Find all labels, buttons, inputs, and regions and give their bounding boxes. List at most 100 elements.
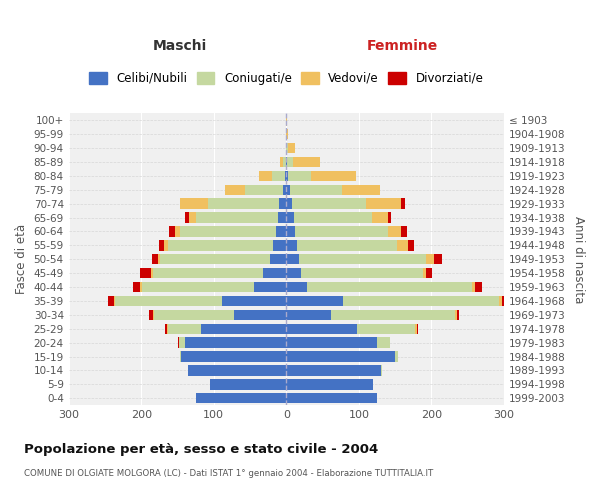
Bar [457, 310, 459, 320]
Bar [475, 282, 482, 292]
Bar [422, 268, 427, 278]
Y-axis label: Anni di nascita: Anni di nascita [572, 216, 585, 303]
Bar [271, 254, 286, 264]
Bar [372, 212, 388, 223]
Bar [286, 352, 395, 362]
Bar [113, 296, 115, 306]
Bar [167, 324, 168, 334]
Text: Popolazione per età, sesso e stato civile - 2004: Popolazione per età, sesso e stato civil… [24, 442, 378, 456]
Bar [208, 198, 279, 209]
Bar [154, 310, 234, 320]
Bar [472, 282, 475, 292]
Bar [286, 115, 287, 126]
Bar [210, 379, 286, 390]
Bar [286, 157, 287, 167]
Bar [427, 254, 434, 264]
Bar [178, 338, 179, 348]
Bar [502, 296, 508, 306]
Bar [455, 310, 457, 320]
Bar [245, 184, 283, 195]
Bar [280, 157, 283, 167]
Bar [286, 184, 290, 195]
Bar [388, 212, 391, 223]
Bar [286, 268, 301, 278]
Legend: Celibi/Nubili, Coniugati/e, Vedovi/e, Divorziati/e: Celibi/Nubili, Coniugati/e, Vedovi/e, Di… [85, 67, 488, 90]
Bar [168, 324, 201, 334]
Bar [115, 296, 223, 306]
Bar [168, 240, 273, 250]
Bar [234, 310, 286, 320]
Bar [158, 240, 164, 250]
Bar [286, 212, 293, 223]
Bar [499, 296, 502, 306]
Bar [169, 226, 175, 236]
Bar [307, 282, 472, 292]
Bar [297, 240, 397, 250]
Bar [286, 393, 377, 404]
Bar [223, 296, 286, 306]
Bar [224, 184, 245, 195]
Bar [196, 212, 278, 223]
Bar [142, 282, 254, 292]
Bar [188, 365, 286, 376]
Bar [286, 170, 288, 181]
Bar [181, 226, 276, 236]
Bar [295, 226, 388, 236]
Bar [140, 268, 151, 278]
Bar [415, 324, 417, 334]
Bar [153, 268, 263, 278]
Bar [287, 157, 293, 167]
Bar [427, 268, 432, 278]
Bar [151, 268, 153, 278]
Bar [293, 212, 372, 223]
Bar [286, 143, 288, 154]
Bar [196, 393, 286, 404]
Bar [286, 379, 373, 390]
Bar [311, 170, 356, 181]
Bar [286, 226, 295, 236]
Bar [401, 198, 404, 209]
Bar [286, 310, 331, 320]
Bar [179, 352, 181, 362]
Bar [158, 254, 160, 264]
Bar [290, 184, 342, 195]
Bar [185, 212, 189, 223]
Bar [288, 170, 311, 181]
Bar [434, 254, 442, 264]
Bar [149, 310, 153, 320]
Text: COMUNE DI OLGIATE MOLGORA (LC) - Dati ISTAT 1° gennaio 2004 - Elaborazione TUTTI: COMUNE DI OLGIATE MOLGORA (LC) - Dati IS… [24, 468, 433, 477]
Bar [259, 170, 272, 181]
Bar [286, 240, 297, 250]
Bar [175, 226, 181, 236]
Bar [285, 170, 286, 181]
Bar [286, 296, 343, 306]
Bar [401, 226, 407, 236]
Bar [395, 352, 398, 362]
Bar [133, 282, 140, 292]
Bar [153, 310, 154, 320]
Bar [185, 338, 286, 348]
Bar [331, 310, 455, 320]
Bar [293, 157, 320, 167]
Bar [201, 324, 286, 334]
Text: Femmine: Femmine [367, 38, 437, 52]
Bar [140, 282, 142, 292]
Bar [160, 254, 271, 264]
Bar [263, 268, 286, 278]
Bar [108, 296, 113, 306]
Bar [278, 212, 286, 223]
Bar [288, 143, 295, 154]
Bar [279, 198, 286, 209]
Bar [343, 296, 499, 306]
Bar [342, 184, 380, 195]
Bar [254, 282, 286, 292]
Bar [286, 198, 292, 209]
Bar [377, 338, 390, 348]
Bar [283, 184, 286, 195]
Bar [181, 198, 208, 209]
Bar [179, 338, 185, 348]
Bar [388, 226, 401, 236]
Bar [366, 198, 401, 209]
Bar [286, 129, 288, 140]
Text: Maschi: Maschi [153, 38, 207, 52]
